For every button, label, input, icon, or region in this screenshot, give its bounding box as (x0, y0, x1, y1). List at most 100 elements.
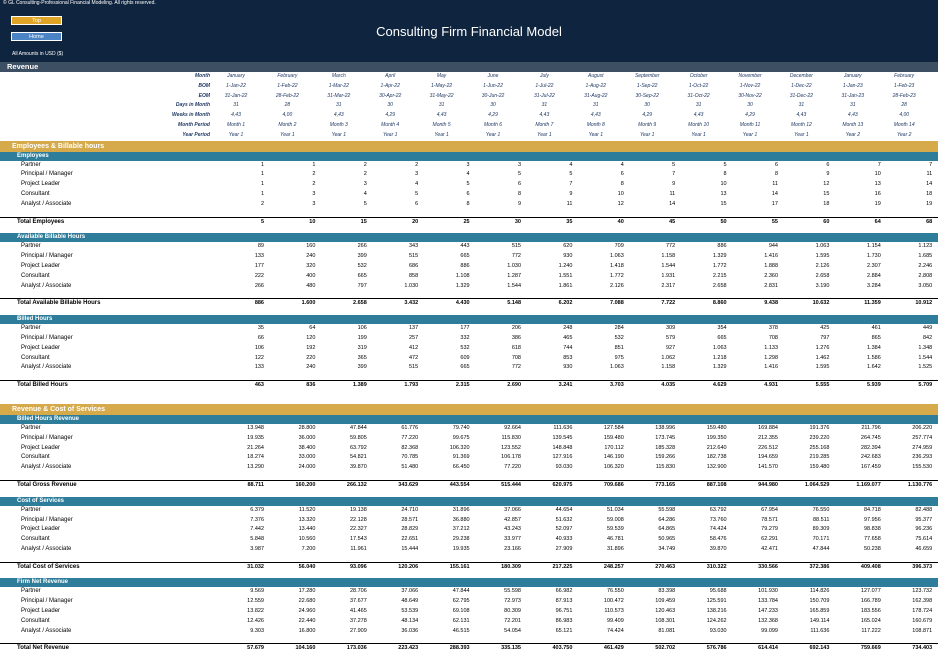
cell[interactable]: 4.035 (661, 382, 676, 389)
cell[interactable]: 31 (850, 102, 856, 109)
cell[interactable]: 1.030 (404, 282, 419, 289)
cell[interactable]: 1.931 (661, 272, 676, 279)
cell[interactable]: 6.379 (250, 506, 264, 513)
cell[interactable]: 665 (357, 272, 367, 279)
cell[interactable]: 532 (614, 334, 624, 341)
cell[interactable]: 5 (415, 190, 419, 197)
cell[interactable]: 944.980 (758, 481, 778, 488)
cell[interactable]: 64.286 (658, 516, 676, 523)
cell[interactable]: 159.480 (603, 434, 624, 441)
cell[interactable]: 180.309 (501, 563, 521, 570)
cell[interactable]: 17.543 (349, 536, 367, 543)
cell[interactable]: 15 (360, 218, 367, 225)
cell[interactable]: 61.776 (401, 424, 419, 431)
cell[interactable]: 79.279 (761, 526, 778, 533)
cell[interactable]: 30-Jun-22 (481, 92, 505, 99)
cell[interactable]: 9 (672, 181, 676, 188)
cell[interactable]: 22.128 (349, 516, 367, 523)
cell[interactable]: 1-Dec-22 (791, 82, 812, 89)
cell[interactable]: 15 (720, 200, 727, 207)
cell[interactable]: 708 (768, 334, 778, 341)
cell[interactable]: 24.710 (401, 506, 419, 513)
cell[interactable]: 1.384 (867, 344, 881, 351)
cell[interactable]: 6 (620, 171, 624, 178)
cell[interactable]: 54.054 (504, 627, 521, 634)
cell[interactable]: 461 (871, 325, 881, 332)
cell[interactable]: 886 (460, 262, 470, 269)
cell[interactable]: Month 3 (329, 121, 348, 128)
cell[interactable]: 1-Jul-22 (535, 82, 554, 89)
cell[interactable]: 11.359 (864, 300, 881, 307)
cell[interactable]: 2 (312, 181, 316, 188)
cell[interactable]: January (843, 73, 862, 79)
cell[interactable]: Year 1 (382, 131, 398, 138)
cell[interactable]: Month 6 (483, 121, 503, 128)
cell[interactable]: 5.148 (507, 300, 521, 307)
cell[interactable]: 1.525 (918, 364, 933, 371)
cell[interactable]: 54.821 (349, 454, 367, 461)
cell[interactable]: 5.709 (918, 382, 933, 389)
cell[interactable]: 219.285 (809, 454, 830, 461)
cell[interactable]: 8 (517, 190, 521, 197)
cell[interactable]: 515.444 (501, 481, 521, 488)
cell[interactable]: 31 (541, 102, 548, 109)
cell[interactable]: 50.238 (863, 545, 881, 552)
cell[interactable]: 12 (617, 200, 624, 207)
cell[interactable]: 4 (363, 190, 367, 197)
cell[interactable]: 248.257 (603, 563, 624, 570)
cell[interactable]: 5 (723, 161, 727, 168)
cell[interactable]: 461.429 (603, 645, 624, 652)
cell[interactable]: 354 (717, 325, 727, 332)
cell[interactable]: 43.243 (504, 526, 521, 533)
cell[interactable]: 1.389 (353, 382, 367, 389)
cell[interactable]: 5 (569, 171, 573, 178)
cell[interactable]: 115.830 (501, 434, 521, 441)
cell[interactable]: 1.730 (867, 253, 881, 260)
cell[interactable]: August (588, 73, 604, 79)
cell[interactable]: 185.328 (655, 444, 676, 451)
cell[interactable]: 100.472 (603, 598, 624, 605)
cell[interactable]: 33.977 (504, 536, 521, 543)
cell[interactable]: 1 (260, 161, 264, 168)
cell[interactable]: 1.133 (764, 344, 778, 351)
cell[interactable]: 3.987 (250, 545, 264, 552)
cell[interactable]: 692.143 (809, 645, 830, 652)
cell[interactable]: 51.034 (606, 506, 624, 513)
cell[interactable]: 48.134 (401, 617, 419, 624)
cell[interactable]: Year 1 (537, 131, 552, 138)
cell[interactable]: 63.792 (349, 444, 367, 451)
cell[interactable]: 83.398 (658, 588, 676, 595)
cell[interactable]: 58.476 (709, 536, 727, 543)
cell[interactable]: 13 (874, 181, 881, 188)
cell[interactable]: 93.030 (555, 464, 573, 471)
cell[interactable]: 177 (254, 262, 264, 269)
cell[interactable]: 31 (233, 102, 239, 109)
cell[interactable]: 365 (357, 354, 367, 361)
cell[interactable]: 160.679 (912, 617, 933, 624)
cell[interactable]: 11 (669, 190, 676, 197)
cell[interactable]: 686 (409, 262, 419, 269)
cell[interactable]: 57.679 (247, 645, 264, 652)
cell[interactable]: 31 (336, 102, 342, 109)
cell[interactable]: 191.376 (809, 424, 830, 431)
cell[interactable]: 37.212 (452, 526, 470, 533)
cell[interactable]: 1-Aug-22 (585, 82, 607, 89)
cell[interactable]: 665 (717, 334, 727, 341)
cell[interactable]: 2.831 (764, 282, 778, 289)
cell[interactable]: 4,00 (899, 112, 910, 119)
cell[interactable]: 480 (306, 282, 316, 289)
cell[interactable]: Month 13 (842, 121, 864, 128)
cell[interactable]: 842 (923, 334, 933, 341)
cell[interactable]: 108.301 (655, 617, 676, 624)
cell[interactable]: 1-Feb-22 (277, 82, 298, 89)
cell[interactable]: 35 (566, 218, 573, 225)
cell[interactable]: 166.789 (860, 598, 881, 605)
cell[interactable]: 2 (260, 200, 264, 207)
cell[interactable]: 28.800 (298, 424, 316, 431)
cell[interactable]: 7.088 (610, 300, 624, 307)
cell[interactable]: 62.795 (452, 598, 470, 605)
cell[interactable]: Month 14 (893, 121, 915, 128)
cell[interactable]: 17 (771, 200, 778, 207)
cell[interactable]: 109.459 (655, 598, 676, 605)
cell[interactable]: 1 (260, 190, 264, 197)
